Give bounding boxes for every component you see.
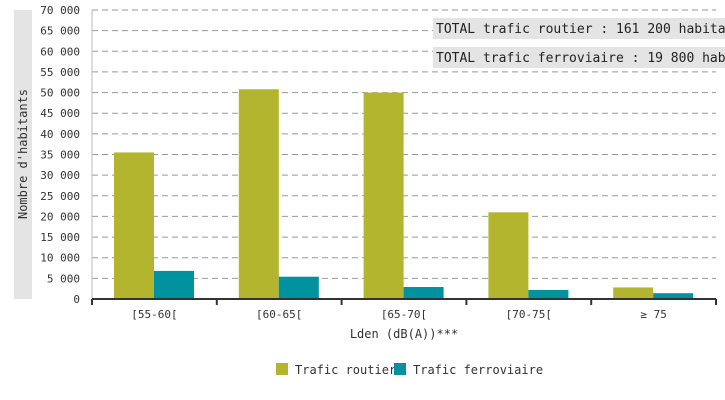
x-tick-label: [65-70[ — [381, 308, 427, 321]
x-axis-ticks: [55-60[ [60-65[ [65-70[ [70-75[ ≥ 75 — [131, 308, 667, 321]
x-axis-title: Lden (dB(A))*** — [350, 327, 458, 341]
bar-routier — [363, 92, 404, 299]
y-tick-label: 25 000 — [40, 190, 80, 203]
total-label: TOTAL trafic routier : 161 200 habitants — [436, 22, 725, 37]
legend-swatch — [394, 363, 406, 375]
bar-ferroviaire — [403, 287, 444, 299]
y-tick-label: 35 000 — [40, 149, 80, 162]
x-tick-label: [60-65[ — [256, 308, 302, 321]
bar-ferroviaire — [154, 270, 194, 299]
bars — [114, 89, 694, 299]
x-tick-label: [55-60[ — [131, 308, 177, 321]
y-tick-label: 65 000 — [40, 25, 80, 38]
y-axis-title: Nombre d'habitants — [16, 89, 30, 219]
y-axis-title-band — [14, 10, 32, 299]
y-tick-label: 20 000 — [40, 210, 80, 223]
bar-ferroviaire — [528, 289, 569, 299]
bar-ferroviaire — [278, 276, 319, 299]
x-axis — [91, 298, 717, 305]
y-tick-label: 5 000 — [47, 272, 80, 285]
y-tick-label: 50 000 — [40, 87, 80, 100]
y-tick-label: 45 000 — [40, 107, 80, 120]
legend-label: Trafic ferroviaire — [413, 363, 543, 377]
total-box — [433, 18, 725, 39]
bar-routier — [114, 152, 154, 299]
y-tick-label: 15 000 — [40, 231, 80, 244]
total-label: TOTAL trafic ferroviaire : 19 800 habita… — [436, 51, 725, 66]
bar-routier — [238, 89, 279, 299]
legend-label: Trafic routier — [295, 363, 396, 377]
y-tick-label: 70 000 — [40, 4, 80, 17]
x-tick-label: [70-75[ — [506, 308, 552, 321]
y-tick-label: 30 000 — [40, 169, 80, 182]
legend-swatch — [276, 363, 288, 375]
bar-ferroviaire — [653, 293, 694, 299]
bar-routier — [613, 287, 654, 299]
y-tick-label: 60 000 — [40, 45, 80, 58]
y-tick-label: 0 — [73, 293, 80, 306]
y-tick-label: 55 000 — [40, 66, 80, 79]
bar-routier — [488, 212, 529, 299]
x-tick-label: ≥ 75 — [640, 308, 667, 321]
y-axis-ticks: 0 5 000 10 000 15 000 20 000 25 000 30 000 35 0… — [40, 4, 80, 306]
y-tick-label: 10 000 — [40, 252, 80, 265]
totals-annotations: TOTAL trafic routier : 161 200 habitants… — [433, 18, 725, 68]
legend: Trafic routier Trafic ferroviaire — [276, 363, 543, 377]
total-box — [433, 47, 725, 68]
y-tick-label: 40 000 — [40, 128, 80, 141]
